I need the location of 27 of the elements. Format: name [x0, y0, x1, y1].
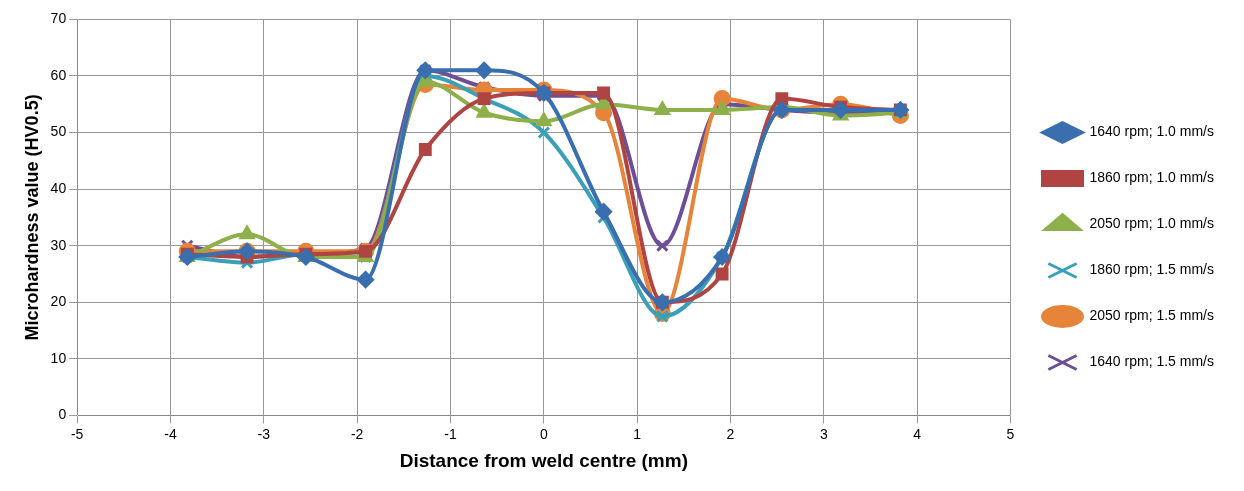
x-tick-label: -5 — [70, 425, 84, 442]
x-tick-label: 2 — [726, 425, 735, 442]
x-axis-title: Distance from weld centre (mm) — [399, 449, 688, 471]
x-tick-label: -3 — [257, 425, 271, 442]
x-tick-label: 5 — [1006, 425, 1015, 442]
legend-label: 1640 rpm; 1.5 mm/s — [1089, 353, 1215, 370]
legend-label: 2050 rpm; 1.0 mm/s — [1089, 215, 1215, 232]
x-tick-label: 0 — [539, 425, 548, 442]
legend-label: 1640 rpm; 1.0 mm/s — [1089, 123, 1215, 140]
y-axis-title: Microhardness value (HV0.5) — [21, 94, 42, 341]
y-tick-label: 20 — [50, 293, 67, 310]
y-tick-label: 30 — [50, 236, 67, 253]
legend-label: 2050 rpm; 1.5 mm/s — [1089, 307, 1215, 324]
y-tick-label: 70 — [50, 10, 67, 27]
x-tick-label: -1 — [444, 425, 457, 442]
x-tick-label: 1 — [633, 425, 642, 442]
x-tick-label: -4 — [164, 425, 177, 442]
y-tick-label: 10 — [50, 349, 67, 366]
y-tick-label: 60 — [50, 66, 67, 83]
y-tick-label: 40 — [50, 179, 67, 196]
y-tick-label: 0 — [58, 406, 67, 423]
y-tick-label: 50 — [50, 123, 67, 140]
x-tick-label: 3 — [819, 425, 828, 442]
legend-label: 1860 rpm; 1.5 mm/s — [1089, 261, 1215, 278]
x-tick-label: -2 — [350, 425, 364, 442]
legend-label: 1860 rpm; 1.0 mm/s — [1089, 169, 1215, 186]
x-tick-label: 4 — [913, 425, 922, 442]
